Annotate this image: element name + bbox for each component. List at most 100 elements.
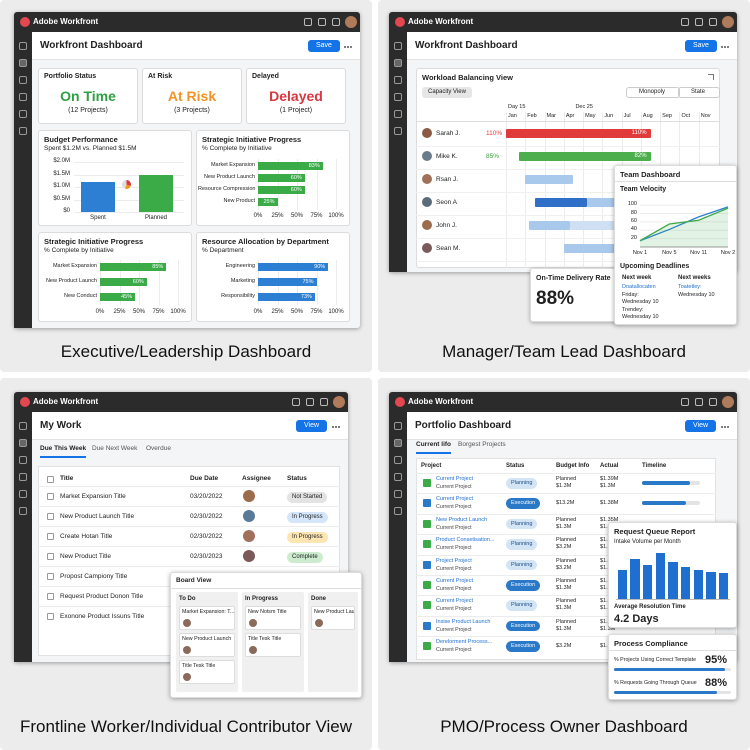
gantt-bar: [563, 244, 622, 253]
dropdown[interactable]: State: [678, 87, 721, 99]
avatar: [422, 243, 432, 253]
grid-line: [336, 260, 337, 305]
status-pill: Planning: [506, 539, 538, 550]
tab[interactable]: Due Next Week: [92, 445, 138, 452]
nav-icon: [19, 422, 27, 430]
actual: $1.39M: [600, 476, 619, 482]
value-label: 75%: [302, 279, 314, 285]
more-icon: [724, 46, 726, 48]
metric-label: Average Resolution Time: [614, 604, 686, 610]
divider: [614, 181, 737, 182]
budget: $3.2M: [556, 564, 572, 571]
sidebar: [389, 32, 407, 272]
grid-column: [525, 112, 527, 268]
bar: [258, 174, 305, 182]
deadline-item: Wednesday 10: [622, 299, 659, 305]
card-subtitle: % Department: [202, 247, 244, 254]
more-icon: [721, 426, 723, 428]
bar: [100, 278, 147, 286]
budget: Planned: [556, 598, 577, 605]
project-name: Current Project: [436, 476, 473, 482]
nav-icon: [394, 507, 402, 515]
x-tick-label: 50%: [132, 309, 145, 315]
status-sub: (12 Projects): [68, 107, 108, 114]
card-title: New Notsm Title: [248, 609, 287, 615]
row-line: [38, 546, 340, 547]
grid-line: [74, 212, 184, 213]
sidebar: [14, 32, 32, 328]
checkbox: [47, 533, 54, 540]
icon: [709, 18, 717, 26]
button[interactable]: Save: [685, 40, 717, 53]
tab[interactable]: Borgest Projects: [458, 441, 506, 448]
deadline-item: Doatallocaten: [622, 284, 656, 290]
person-name: Mike K.: [436, 153, 458, 160]
status-pill: Complete: [287, 552, 323, 564]
row-line: [416, 146, 720, 147]
deadline-item: Trendey:: [622, 306, 644, 313]
button[interactable]: Save: [308, 40, 340, 53]
dropdown[interactable]: Monopoly: [626, 87, 681, 99]
value-label: 45%: [121, 294, 133, 300]
actual: $1.35M: [600, 516, 619, 523]
budget: Planned: [556, 476, 577, 482]
nav-icon: [19, 507, 27, 515]
x-tick-label: 0%: [95, 309, 105, 315]
top-bar: [389, 12, 737, 32]
column-heading: Next week: [622, 275, 652, 281]
row-line: [416, 595, 716, 597]
status-pill: Planning: [506, 478, 538, 489]
avatar: [345, 16, 357, 28]
icon: [304, 18, 312, 26]
status-pill: Planning: [506, 559, 538, 571]
bar: [81, 182, 115, 212]
avatar: [422, 151, 432, 161]
gantt-bar: [506, 129, 651, 138]
x-tick-label: Planned: [144, 215, 168, 221]
budget: Planned: [556, 557, 577, 564]
button[interactable]: View: [685, 420, 717, 433]
bar: [642, 481, 690, 485]
caption: Frontline Worker/Individual Contributor …: [20, 717, 352, 736]
bar: [668, 562, 678, 599]
logo: [20, 397, 30, 407]
row-line: [416, 493, 716, 495]
task-title: Create Hotan Title: [60, 533, 113, 540]
x-tick-label: 0%: [253, 309, 263, 315]
card-title: Request Queue Report: [614, 527, 696, 536]
tab[interactable]: Overdue: [146, 445, 171, 452]
nav-icon: [394, 456, 402, 464]
checkbox: [47, 493, 54, 500]
x-tick-label: 75%: [310, 309, 323, 315]
metric-label: % Projects Using Correct Template: [614, 657, 697, 663]
x-tick-label: 0%: [253, 213, 263, 219]
avatar: [422, 128, 432, 138]
tab[interactable]: Current lifo: [416, 441, 452, 454]
row-line: [416, 261, 720, 262]
x-tick-label: Nov 5: [662, 250, 677, 256]
line: [639, 207, 729, 242]
avatar: [333, 396, 345, 408]
tab[interactable]: Capacity View: [422, 87, 472, 99]
divider: [416, 121, 720, 122]
avatar: [183, 619, 191, 627]
button[interactable]: View: [296, 420, 328, 433]
bar-label: Market Expansion: [210, 162, 255, 168]
icon: [320, 398, 328, 406]
month-label: Jun: [604, 113, 614, 119]
status-pill: Planning: [506, 518, 538, 530]
more-icon: [727, 46, 729, 48]
y-tick-label: 40: [630, 226, 637, 233]
bar: [718, 572, 729, 599]
app-name: Adobe Workfront: [33, 397, 99, 406]
bar: [100, 263, 167, 271]
value-label: 85%: [152, 264, 164, 270]
value-label: 60%: [290, 175, 302, 181]
tab[interactable]: Due This Week: [40, 445, 87, 458]
column-header: Due Date: [190, 475, 219, 482]
task-title: New Product Launch Title: [60, 513, 135, 520]
actual: $1.3M: [600, 565, 615, 572]
grid-line: [336, 159, 337, 210]
avatar: [249, 619, 257, 627]
row-line: [416, 169, 720, 170]
